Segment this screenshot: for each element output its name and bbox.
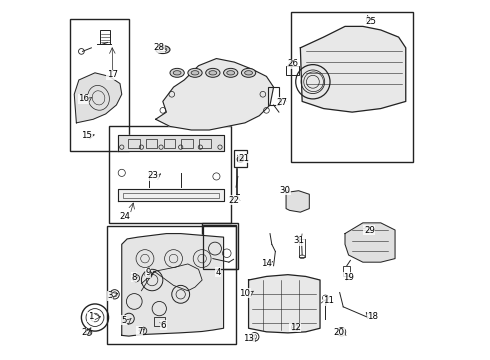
Bar xyxy=(202,223,238,269)
Polygon shape xyxy=(300,26,406,112)
Text: 17: 17 xyxy=(107,70,118,79)
Text: 1: 1 xyxy=(88,312,94,321)
Bar xyxy=(203,225,236,269)
Text: 2: 2 xyxy=(81,328,87,337)
Bar xyxy=(343,266,350,276)
Ellipse shape xyxy=(237,156,244,162)
Text: 24: 24 xyxy=(119,212,130,221)
Bar xyxy=(234,150,247,167)
Ellipse shape xyxy=(170,68,184,77)
Text: 25: 25 xyxy=(365,17,376,26)
Polygon shape xyxy=(156,59,273,130)
Text: 22: 22 xyxy=(229,196,240,205)
Polygon shape xyxy=(122,234,223,336)
Text: 5: 5 xyxy=(122,316,127,325)
Polygon shape xyxy=(118,189,223,202)
Bar xyxy=(107,226,236,344)
Text: 14: 14 xyxy=(261,260,272,269)
Text: 8: 8 xyxy=(131,273,137,282)
Text: 9: 9 xyxy=(145,268,150,277)
Text: 13: 13 xyxy=(243,334,254,343)
Text: 4: 4 xyxy=(216,268,221,277)
Bar xyxy=(123,193,219,198)
Ellipse shape xyxy=(227,71,235,75)
Text: 19: 19 xyxy=(343,273,354,282)
Ellipse shape xyxy=(156,46,170,54)
Text: 28: 28 xyxy=(154,43,165,52)
Text: 31: 31 xyxy=(294,236,305,245)
Ellipse shape xyxy=(191,71,199,75)
Ellipse shape xyxy=(206,68,220,77)
Bar xyxy=(128,139,140,148)
Ellipse shape xyxy=(242,68,256,77)
Bar xyxy=(109,126,231,223)
Polygon shape xyxy=(118,135,223,152)
Bar xyxy=(292,12,413,162)
Text: 16: 16 xyxy=(78,94,89,103)
Bar xyxy=(154,317,165,326)
Text: 7: 7 xyxy=(137,327,143,336)
Bar xyxy=(164,139,175,148)
Polygon shape xyxy=(74,73,122,123)
Text: 21: 21 xyxy=(239,154,250,163)
Text: 10: 10 xyxy=(240,289,250,298)
Bar xyxy=(286,66,298,75)
Text: 26: 26 xyxy=(288,59,299,68)
Text: 27: 27 xyxy=(277,98,288,107)
Bar xyxy=(268,87,279,105)
Text: 6: 6 xyxy=(161,321,166,330)
Ellipse shape xyxy=(188,68,202,77)
Polygon shape xyxy=(345,223,395,262)
Polygon shape xyxy=(248,275,320,333)
Bar xyxy=(146,139,157,148)
Ellipse shape xyxy=(209,71,217,75)
Text: 11: 11 xyxy=(323,296,334,305)
Text: 12: 12 xyxy=(290,323,301,332)
Ellipse shape xyxy=(223,68,238,77)
Polygon shape xyxy=(286,191,309,212)
Bar xyxy=(70,19,129,152)
Ellipse shape xyxy=(159,48,167,52)
Bar xyxy=(299,239,305,257)
Text: 20: 20 xyxy=(333,328,344,337)
Bar xyxy=(100,30,110,44)
Text: 3: 3 xyxy=(107,291,113,300)
Text: 18: 18 xyxy=(368,312,378,321)
Text: 30: 30 xyxy=(280,185,291,194)
Ellipse shape xyxy=(173,71,181,75)
Bar xyxy=(181,139,193,148)
Ellipse shape xyxy=(245,71,252,75)
Text: 23: 23 xyxy=(147,171,158,180)
Text: 15: 15 xyxy=(81,131,92,140)
Text: 29: 29 xyxy=(364,225,375,234)
Bar xyxy=(199,139,211,148)
